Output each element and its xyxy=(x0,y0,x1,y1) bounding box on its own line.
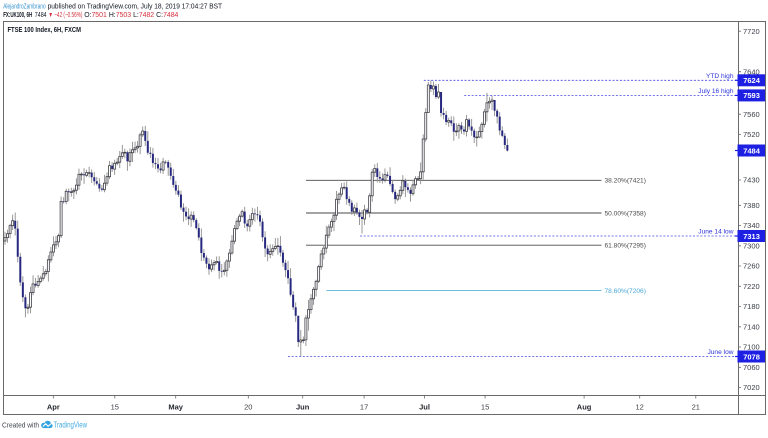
svg-text:7140: 7140 xyxy=(743,322,760,331)
svg-text:15: 15 xyxy=(481,402,489,411)
svg-text:FTSE 100 Index, 6H, FXCM: FTSE 100 Index, 6H, FXCM xyxy=(8,27,82,34)
svg-text:7340: 7340 xyxy=(743,221,760,230)
svg-text:7624: 7624 xyxy=(743,76,761,85)
svg-text:Jul: Jul xyxy=(419,402,430,411)
svg-text:7180: 7180 xyxy=(743,302,760,311)
svg-text:YTD high: YTD high xyxy=(706,73,734,80)
svg-text:78.60%(7206): 78.60%(7206) xyxy=(605,288,646,295)
svg-text:Apr: Apr xyxy=(47,402,60,411)
svg-text:Aug: Aug xyxy=(577,402,592,411)
svg-text:Created with: Created with xyxy=(2,420,39,429)
svg-text:7078: 7078 xyxy=(743,352,760,361)
svg-text:7100: 7100 xyxy=(743,343,760,352)
svg-text:TradingView: TradingView xyxy=(54,420,88,429)
svg-text:May: May xyxy=(168,402,183,411)
svg-text:7220: 7220 xyxy=(743,282,760,291)
svg-text:61.80%(7295): 61.80%(7295) xyxy=(605,243,646,250)
svg-text:7313: 7313 xyxy=(743,232,760,241)
svg-text:7260: 7260 xyxy=(743,262,760,271)
svg-text:Jun: Jun xyxy=(296,402,310,411)
svg-text:7720: 7720 xyxy=(743,27,760,36)
svg-text:20: 20 xyxy=(244,402,252,411)
svg-text:7484: 7484 xyxy=(743,146,761,155)
svg-text:7300: 7300 xyxy=(743,241,760,250)
svg-text:7520: 7520 xyxy=(743,130,760,139)
svg-text:7640: 7640 xyxy=(743,67,760,76)
svg-text:7560: 7560 xyxy=(743,110,760,119)
svg-text:July 16 high: July 16 high xyxy=(698,88,734,95)
svg-text:7593: 7593 xyxy=(743,91,760,100)
svg-text:21: 21 xyxy=(692,402,700,411)
svg-text:50.00%(7358): 50.00%(7358) xyxy=(605,210,646,217)
svg-text:June 14 low: June 14 low xyxy=(698,229,733,236)
svg-text:7430: 7430 xyxy=(743,176,760,185)
svg-text:17: 17 xyxy=(360,402,368,411)
svg-text:June low: June low xyxy=(707,349,733,356)
svg-text:7060: 7060 xyxy=(743,363,760,372)
svg-text:7020: 7020 xyxy=(743,383,760,392)
svg-text:38.20%(7421): 38.20%(7421) xyxy=(605,178,646,185)
svg-text:12: 12 xyxy=(636,402,644,411)
svg-text:15: 15 xyxy=(111,402,119,411)
svg-text:7380: 7380 xyxy=(743,201,760,210)
